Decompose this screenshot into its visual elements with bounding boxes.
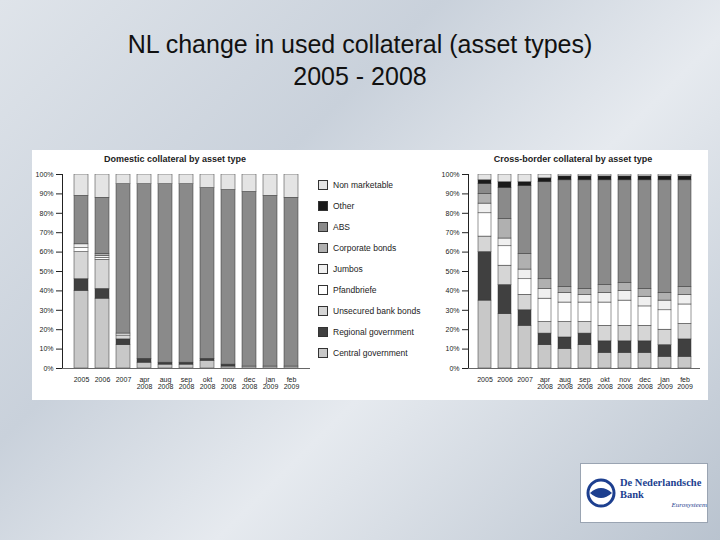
svg-text:80%: 80% [39, 210, 53, 217]
svg-text:apr2008: apr2008 [537, 376, 553, 390]
svg-text:okt2008: okt2008 [200, 376, 216, 390]
svg-text:20%: 20% [445, 326, 459, 333]
svg-text:70%: 70% [39, 229, 53, 236]
svg-text:nov2008: nov2008 [617, 376, 633, 390]
html-text:Unsecured bank bonds: Unsecured bank bonds [333, 305, 421, 316]
svg-text:2006: 2006 [497, 376, 513, 383]
html-text:Cross-border collateral by ass: Cross-border collateral by asset type [493, 154, 653, 164]
html-text:Domestic collateral by asset t: Domestic collateral by asset type [104, 154, 246, 164]
svg-text:2005: 2005 [74, 376, 90, 383]
html-text:De Nederlandsche Bank: De Nederlandsche Bank [620, 477, 702, 500]
html-text:Jumbos: Jumbos [333, 263, 363, 274]
html-text:Eurosysteem: Eurosysteem [671, 501, 707, 509]
svg-text:feb2009: feb2009 [677, 376, 693, 390]
svg-text:sep2008: sep2008 [179, 376, 195, 390]
svg-text:aug2008: aug2008 [158, 376, 174, 390]
svg-text:2007: 2007 [517, 376, 533, 383]
svg-text:50%: 50% [39, 268, 53, 275]
svg-text:60%: 60% [445, 248, 459, 255]
html-text:2005 - 2008: 2005 - 2008 [293, 62, 427, 90]
svg-text:80%: 80% [445, 210, 459, 217]
svg-text:0%: 0% [449, 365, 459, 372]
svg-text:okt2008: okt2008 [597, 376, 613, 390]
svg-text:10%: 10% [445, 345, 459, 352]
svg-text:jan2009: jan2009 [657, 376, 673, 390]
svg-text:2006: 2006 [95, 376, 111, 383]
svg-text:10%: 10% [39, 345, 53, 352]
svg-text:dec2008: dec2008 [637, 376, 653, 390]
svg-text:0%: 0% [43, 365, 53, 372]
svg-text:dec2008: dec2008 [242, 376, 258, 390]
html-text:NL change in used collateral (: NL change in used collateral (asset type… [127, 30, 593, 58]
svg-text:2005: 2005 [477, 376, 493, 383]
html-text:Other: Other [333, 200, 355, 211]
svg-text:100%: 100% [442, 171, 460, 178]
svg-text:sep2008: sep2008 [577, 376, 593, 390]
svg-text:jan2009: jan2009 [263, 376, 279, 390]
svg-text:100%: 100% [36, 171, 54, 178]
svg-text:feb2009: feb2009 [284, 376, 300, 390]
svg-text:90%: 90% [445, 190, 459, 197]
svg-text:30%: 30% [445, 307, 459, 314]
html-text:Corporate bonds: Corporate bonds [333, 242, 397, 253]
svg-text:40%: 40% [39, 287, 53, 294]
svg-text:apr2008: apr2008 [137, 376, 153, 390]
html-text:Central government: Central government [333, 347, 408, 358]
svg-text:20%: 20% [39, 326, 53, 333]
html-text:Non marketable: Non marketable [333, 179, 393, 190]
html-text:Regional government: Regional government [333, 326, 414, 337]
svg-text:70%: 70% [445, 229, 459, 236]
svg-text:40%: 40% [445, 287, 459, 294]
html-text:Pfandbriefe: Pfandbriefe [333, 284, 377, 295]
html-text:ABS: ABS [333, 221, 350, 232]
svg-text:50%: 50% [445, 268, 459, 275]
svg-text:aug2008: aug2008 [557, 376, 573, 390]
svg-text:90%: 90% [39, 190, 53, 197]
svg-text:30%: 30% [39, 307, 53, 314]
svg-text:2007: 2007 [116, 376, 132, 383]
svg-text:60%: 60% [39, 248, 53, 255]
svg-text:nov2008: nov2008 [221, 376, 237, 390]
